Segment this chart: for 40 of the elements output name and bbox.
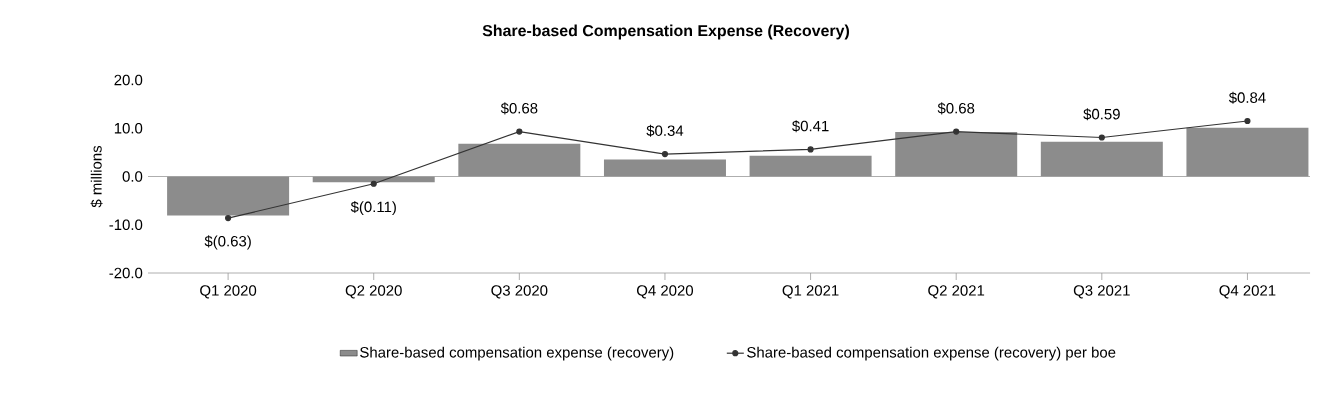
legend-label: Share-based compensation expense (recovery) <box>360 346 674 361</box>
data-label: $0.41 <box>792 120 829 133</box>
bar <box>749 155 872 177</box>
x-tick-label: Q2 2021 <box>928 285 985 299</box>
y-tick-label: -10.0 <box>109 219 143 231</box>
y-tick-label: 0.0 <box>122 171 143 182</box>
y-tick-label: 10.0 <box>114 122 143 134</box>
point <box>1244 117 1251 125</box>
bar <box>167 176 290 216</box>
bar <box>458 143 581 177</box>
point <box>661 150 669 158</box>
point <box>370 180 377 187</box>
data-label: $0.68 <box>500 102 538 115</box>
chart-title: Share-based Compensation Expense (Recovery) <box>482 24 849 40</box>
point <box>953 128 960 135</box>
data-label: $0.59 <box>1083 108 1120 121</box>
x-tick-label: Q4 2020 <box>637 285 694 299</box>
x-tick-label: Q1 2020 <box>200 285 257 299</box>
x-tick-label: Q3 2020 <box>491 285 548 299</box>
point <box>516 128 523 135</box>
data-label: $0.84 <box>1228 91 1266 104</box>
bar <box>1186 127 1309 177</box>
point <box>1098 134 1105 141</box>
y-tick-label: 20.0 <box>114 74 143 86</box>
point <box>225 215 232 222</box>
x-tick-label: Q1 2021 <box>782 285 839 299</box>
bar <box>603 159 726 177</box>
data-label: $(0.63) <box>204 235 251 250</box>
x-tick-label: Q3 2021 <box>1073 285 1130 299</box>
x-tick-label: Q2 2020 <box>345 285 402 299</box>
data-label: $0.34 <box>646 124 684 137</box>
x-tick-label: Q4 2021 <box>1219 285 1276 299</box>
legend-label: Share-based compensation expense (recovery) per boe <box>747 346 1116 361</box>
y-tick-label: -20.0 <box>109 267 143 279</box>
bar <box>895 132 1018 177</box>
data-label: $0.68 <box>937 102 975 115</box>
bar <box>1040 141 1163 177</box>
y-axis-title: $ millions <box>90 145 103 208</box>
data-label: $(0.11) <box>350 200 396 216</box>
point <box>807 146 814 153</box>
